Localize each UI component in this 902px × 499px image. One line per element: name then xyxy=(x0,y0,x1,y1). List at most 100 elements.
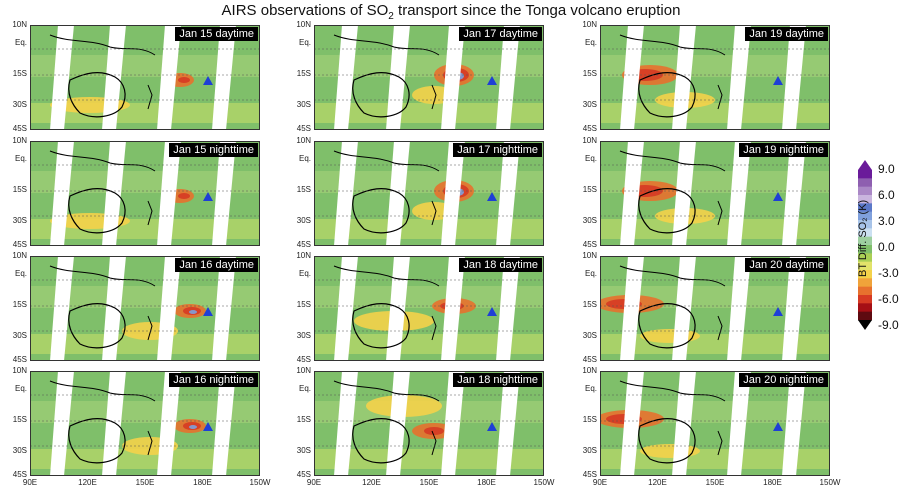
latitude-label: 10N xyxy=(582,136,597,145)
latitude-label: 30S xyxy=(12,331,27,340)
orbit-gap xyxy=(50,141,74,246)
coastline-asia xyxy=(619,380,726,402)
latitude-label: Eq. xyxy=(584,269,597,278)
latitude-label: 30S xyxy=(582,216,597,225)
orbit-gap xyxy=(672,25,696,130)
map-panel: Jan 16 nighttime xyxy=(30,371,260,476)
panel-label: Jan 18 nighttime xyxy=(453,373,542,387)
orbit-gap xyxy=(102,141,126,246)
orbit-gap xyxy=(334,141,358,246)
longitude-label: 150E xyxy=(705,478,725,487)
orbit-gap xyxy=(386,141,410,246)
coastline-asia xyxy=(619,265,726,287)
map-panel: Jan 16 daytime xyxy=(30,256,260,361)
coastline-australia xyxy=(68,302,126,349)
map-image xyxy=(600,25,830,130)
orbit-gap xyxy=(672,371,696,476)
so2-plume xyxy=(424,427,444,435)
coastline-australia xyxy=(638,417,696,464)
colorbar-tick: 9.0 xyxy=(878,162,895,176)
colorbar-segment xyxy=(858,178,872,188)
map-panel: Jan 15 daytime xyxy=(30,25,260,130)
latitude-label: 15S xyxy=(12,185,27,194)
latitude-label: 45S xyxy=(582,470,597,479)
coastline-australia xyxy=(352,417,410,464)
panel-label: Jan 20 daytime xyxy=(745,258,828,272)
so2-plume xyxy=(178,193,190,199)
map-image xyxy=(30,141,260,246)
latitude-label: 45S xyxy=(12,240,27,249)
latitude-label: 30S xyxy=(582,446,597,455)
latitude-label: Eq. xyxy=(14,269,27,278)
latitude-label: Eq. xyxy=(298,269,311,278)
latitude-label: 15S xyxy=(296,415,311,424)
volcano-icon xyxy=(203,307,213,316)
panel-label: Jan 20 nighttime xyxy=(739,373,828,387)
longitude-label: 150W xyxy=(533,478,555,487)
colorbar-segment xyxy=(858,261,872,271)
latitude-label: 15S xyxy=(582,300,597,309)
longitude-label: 150W xyxy=(249,478,271,487)
map-panel: Jan 20 daytime xyxy=(600,256,830,361)
so2-plume xyxy=(189,310,197,314)
latitude-label: 10N xyxy=(12,366,27,375)
coastline-asia xyxy=(619,150,726,172)
orbit-gap xyxy=(441,256,465,361)
volcano-icon xyxy=(203,76,213,85)
colorbar-segment xyxy=(858,295,872,304)
colorbar-tick: 6.0 xyxy=(878,188,895,202)
orbit-gap xyxy=(441,371,465,476)
colorbar-segment xyxy=(858,220,872,229)
panel-label: Jan 18 daytime xyxy=(459,258,542,272)
latitude-label: Eq. xyxy=(298,384,311,393)
coastline-new-zealand xyxy=(431,84,437,110)
map-panel: Jan 19 nighttime xyxy=(600,141,830,246)
latitude-label: 30S xyxy=(296,216,311,225)
latitude-label: 30S xyxy=(12,446,27,455)
map-image xyxy=(600,256,830,361)
latitude-label: 30S xyxy=(296,446,311,455)
latitude-label: Eq. xyxy=(14,38,27,47)
latitude-label: 15S xyxy=(582,185,597,194)
latitude-label: 10N xyxy=(12,136,27,145)
latitude-label: 10N xyxy=(296,136,311,145)
colorbar-segment xyxy=(858,186,872,196)
panel-label: Jan 17 daytime xyxy=(459,27,542,41)
longitude-label: 120E xyxy=(78,478,97,487)
volcano-icon xyxy=(487,192,497,201)
panel-label: Jan 19 daytime xyxy=(745,27,828,41)
longitude-label: 150W xyxy=(819,478,841,487)
figure-title: AIRS observations of SO2 transport since… xyxy=(221,2,681,22)
latitude-label: Eq. xyxy=(298,154,311,163)
colorbar xyxy=(858,160,872,330)
orbit-gap xyxy=(386,371,410,476)
orbit-gap xyxy=(102,256,126,361)
orbit-gap xyxy=(212,141,236,246)
orbit-gap xyxy=(441,141,465,246)
orbit-gap xyxy=(212,25,236,130)
latitude-label: 30S xyxy=(582,100,597,109)
coastline-new-zealand xyxy=(717,315,723,341)
map-panel: Jan 20 nighttime xyxy=(600,371,830,476)
coastline-asia xyxy=(333,150,440,172)
latitude-label: 30S xyxy=(582,331,597,340)
colorbar-tick: -3.0 xyxy=(878,266,899,280)
orbit-gap xyxy=(157,25,181,130)
latitude-label: 45S xyxy=(582,355,597,364)
orbit-gap xyxy=(212,371,236,476)
latitude-label: 15S xyxy=(12,300,27,309)
longitude-label: 90E xyxy=(306,478,322,487)
colorbar-segment xyxy=(858,278,872,288)
orbit-gap xyxy=(620,256,644,361)
orbit-gap xyxy=(620,25,644,130)
coastline-asia xyxy=(49,380,156,402)
orbit-gap xyxy=(782,25,806,130)
latitude-label: Eq. xyxy=(584,384,597,393)
colorbar-tick: 0.0 xyxy=(878,240,895,254)
latitude-label: 10N xyxy=(296,251,311,260)
orbit-gap xyxy=(620,141,644,246)
colorbar-segment xyxy=(858,211,872,221)
orbit-gap xyxy=(496,141,520,246)
orbit-gap xyxy=(496,25,520,130)
map-image xyxy=(600,371,830,476)
